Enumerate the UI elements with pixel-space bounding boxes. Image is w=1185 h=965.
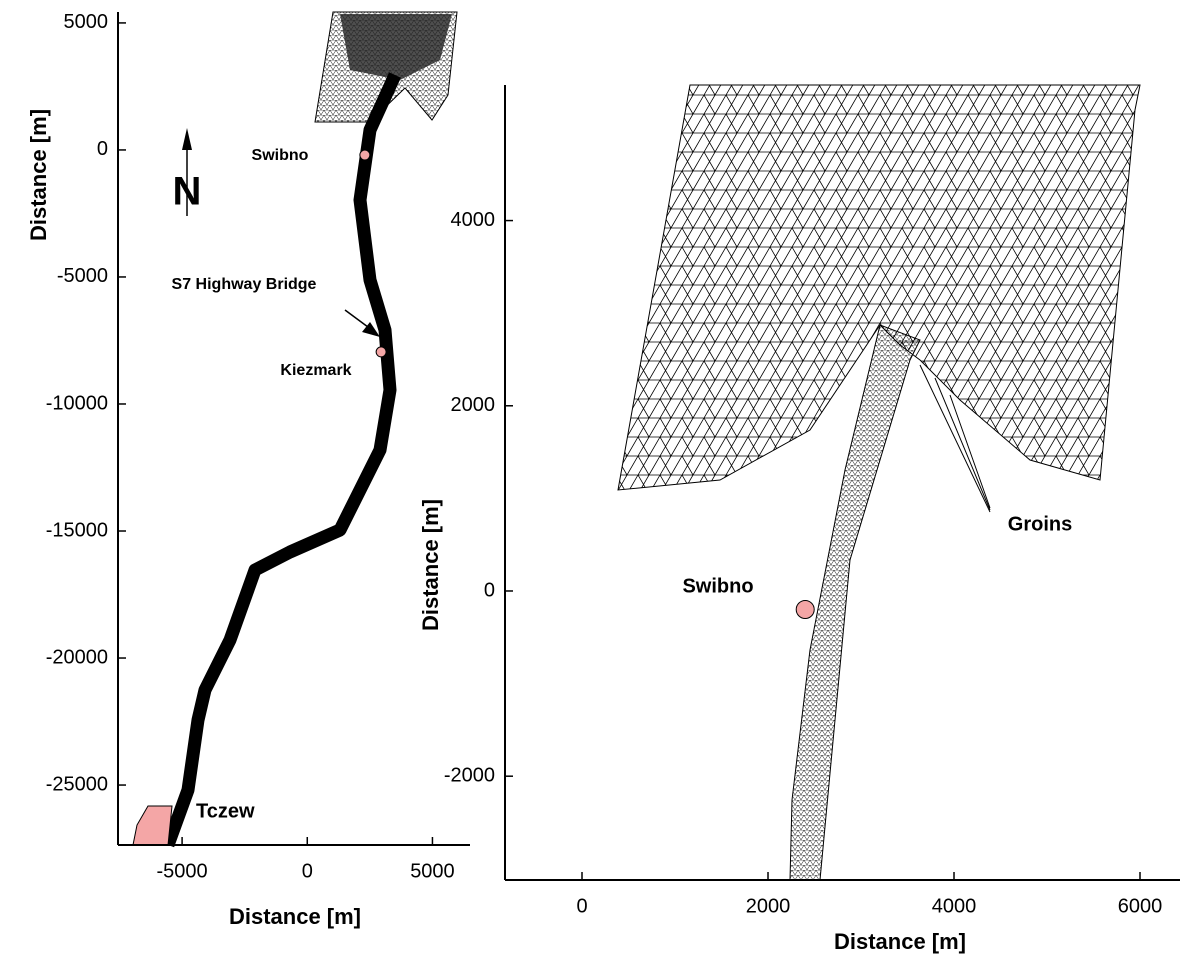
groin-line: [949, 394, 991, 509]
y-tick-label: 0: [484, 579, 495, 601]
sea-mesh-dense: [340, 14, 452, 80]
groin-line: [934, 377, 991, 511]
left-map: S7 Highway Bridge Tczew N Swibno Kiezmar…: [132, 11, 458, 848]
x-tick-label: 5000: [410, 860, 455, 882]
x-tick-label: 0: [302, 860, 313, 882]
annotation: S7 Highway Bridge: [172, 276, 317, 293]
annotation: Groins: [1008, 513, 1072, 535]
right-map: Groins Swibno: [617, 84, 1141, 881]
point-label: Swibno: [682, 575, 753, 597]
y-tick-label: -20000: [46, 646, 108, 668]
y-tick-label: -2000: [444, 764, 495, 786]
sea-mesh: [617, 84, 1141, 491]
point-label: Kiezmark: [280, 362, 351, 379]
x-axis-label: Distance [m]: [229, 904, 361, 929]
x-axis-label: Distance [m]: [834, 929, 966, 954]
y-tick-label: -15000: [46, 519, 108, 541]
north-arrow-head: [182, 128, 192, 150]
y-tick-label: 0: [97, 138, 108, 160]
x-tick-label: 2000: [746, 895, 791, 917]
y-tick-label: 4000: [451, 209, 496, 231]
y-tick-label: -25000: [46, 773, 108, 795]
north-label: N: [173, 170, 202, 214]
y-tick-label: 2000: [451, 394, 496, 416]
x-tick-label: -5000: [157, 860, 208, 882]
tczew-area: [132, 805, 173, 846]
location-point: [795, 600, 815, 620]
y-tick-label: -10000: [46, 392, 108, 414]
location-point: [375, 346, 387, 358]
bridge-arrow-head: [362, 322, 380, 337]
y-tick-label: -5000: [57, 265, 108, 287]
location-point: [359, 149, 371, 161]
x-tick-label: 0: [576, 895, 587, 917]
y-axis-label: Distance [m]: [418, 499, 443, 631]
groin-line: [919, 364, 991, 513]
y-axis-label: Distance [m]: [26, 109, 51, 241]
point-label: Swibno: [252, 147, 309, 164]
x-tick-label: 6000: [1118, 895, 1163, 917]
x-tick-label: 4000: [932, 895, 977, 917]
y-tick-label: 5000: [64, 11, 109, 33]
river: [161, 72, 401, 848]
annotation: Tczew: [196, 800, 255, 822]
